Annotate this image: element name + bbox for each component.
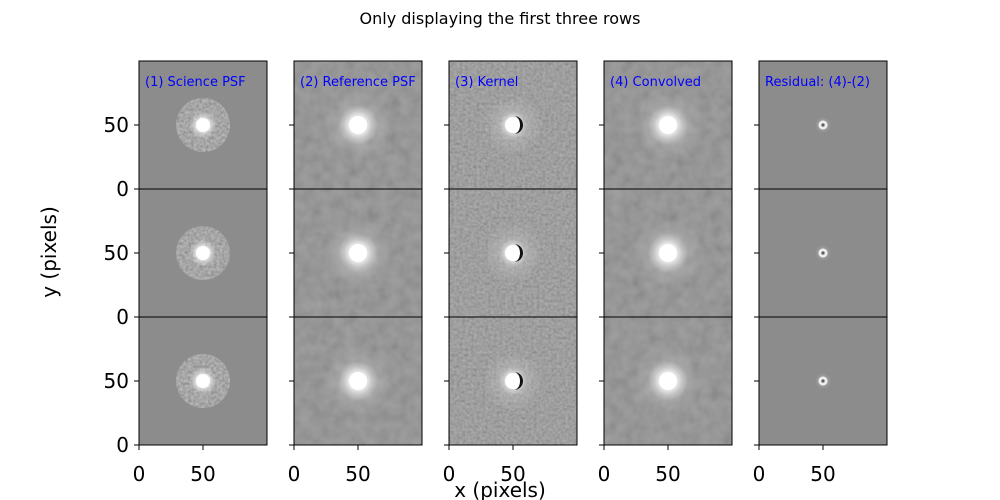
image-panel	[449, 61, 577, 189]
y-tick-label: 0	[116, 305, 129, 329]
source-core	[349, 116, 367, 134]
source-core	[505, 373, 521, 389]
panel-column-kernel	[449, 61, 577, 445]
x-tick-label: 0	[133, 462, 146, 486]
image-panel	[139, 189, 267, 317]
residual-core	[820, 378, 826, 384]
source-core	[659, 244, 677, 262]
x-tick-label: 0	[598, 462, 611, 486]
image-panel	[604, 61, 732, 189]
image-panel	[449, 317, 577, 445]
source-core	[659, 116, 677, 134]
x-tick-label: 50	[655, 462, 680, 486]
x-tick-label: 0	[443, 462, 456, 486]
source-core	[349, 244, 367, 262]
panel-grid: (1) Science PSF 0 50 0 50 0 50 0 50 (2) Reference…	[104, 60, 888, 486]
y-axis-label: y (pixels)	[37, 206, 61, 298]
image-panel	[604, 317, 732, 445]
source-core	[505, 245, 521, 261]
x-tick-label: 0	[288, 462, 301, 486]
image-panel	[139, 317, 267, 445]
panel-label: Residual: (4)-(2)	[765, 75, 870, 90]
kernel-dark-lobe	[514, 244, 523, 262]
x-tick-label: 0	[753, 462, 766, 486]
source-core	[196, 246, 210, 260]
x-tick-label: 50	[190, 462, 215, 486]
panel-label: (4) Convolved	[610, 75, 701, 90]
residual-core	[820, 122, 826, 128]
y-tick-label: 0	[116, 433, 129, 457]
image-panel	[449, 189, 577, 317]
residual-core	[820, 250, 826, 256]
panel-column-convolved	[604, 61, 732, 445]
y-tick-label: 50	[104, 369, 129, 393]
panel-label: (3) Kernel	[455, 75, 518, 90]
x-tick-label: 50	[345, 462, 370, 486]
source-core	[349, 372, 367, 390]
kernel-dark-lobe	[514, 372, 523, 390]
source-core	[659, 372, 677, 390]
image-panel	[294, 189, 422, 317]
image-panel	[294, 61, 422, 189]
panel-column-residual	[759, 61, 887, 445]
image-panel	[759, 61, 887, 189]
source-core	[505, 117, 521, 133]
image-panel	[604, 189, 732, 317]
image-panel	[139, 61, 267, 189]
panel-label: (1) Science PSF	[145, 75, 246, 90]
x-axis-label: x (pixels)	[454, 478, 546, 500]
image-panel	[759, 317, 887, 445]
y-tick-label: 50	[104, 241, 129, 265]
image-panel	[294, 317, 422, 445]
panel-label: (2) Reference PSF	[300, 75, 416, 90]
image-panel	[759, 189, 887, 317]
figure-title: Only displaying the first three rows	[360, 9, 641, 28]
kernel-dark-lobe	[514, 116, 523, 134]
y-tick-label: 50	[104, 113, 129, 137]
x-tick-label: 50	[500, 462, 525, 486]
panel-column-science	[139, 61, 267, 445]
panel-column-reference	[294, 61, 422, 445]
x-tick-label: 50	[810, 462, 835, 486]
source-core	[196, 374, 210, 388]
source-core	[196, 118, 210, 132]
y-tick-label: 0	[116, 177, 129, 201]
